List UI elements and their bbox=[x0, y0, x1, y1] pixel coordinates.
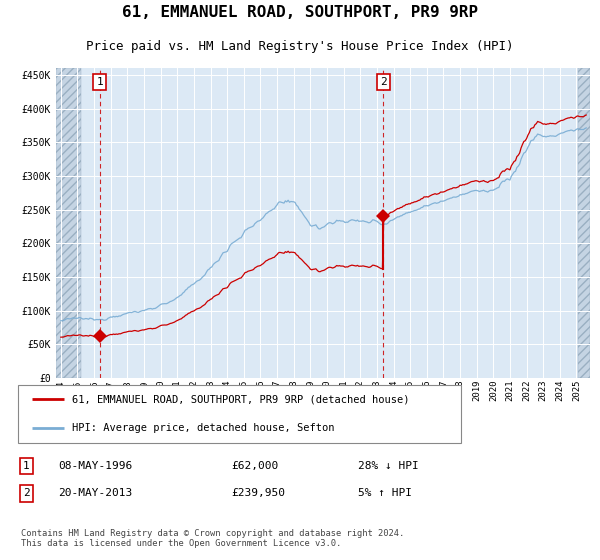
Text: Contains HM Land Registry data © Crown copyright and database right 2024.
This d: Contains HM Land Registry data © Crown c… bbox=[20, 529, 404, 548]
Text: 28% ↓ HPI: 28% ↓ HPI bbox=[358, 461, 418, 471]
FancyBboxPatch shape bbox=[18, 385, 461, 443]
Text: Price paid vs. HM Land Registry's House Price Index (HPI): Price paid vs. HM Land Registry's House … bbox=[86, 40, 514, 53]
Text: 5% ↑ HPI: 5% ↑ HPI bbox=[358, 488, 412, 498]
Text: 1: 1 bbox=[97, 77, 103, 87]
Text: 2: 2 bbox=[380, 77, 386, 87]
Text: 61, EMMANUEL ROAD, SOUTHPORT, PR9 9RP: 61, EMMANUEL ROAD, SOUTHPORT, PR9 9RP bbox=[122, 6, 478, 21]
Bar bbox=[56, 68, 81, 378]
Text: £239,950: £239,950 bbox=[231, 488, 285, 498]
Bar bbox=[56, 68, 81, 378]
Bar bbox=[578, 68, 590, 378]
Text: 20-MAY-2013: 20-MAY-2013 bbox=[58, 488, 133, 498]
Text: 2: 2 bbox=[23, 488, 30, 498]
Text: 1: 1 bbox=[23, 461, 30, 471]
Text: 08-MAY-1996: 08-MAY-1996 bbox=[58, 461, 133, 471]
Text: £62,000: £62,000 bbox=[231, 461, 278, 471]
Text: HPI: Average price, detached house, Sefton: HPI: Average price, detached house, Seft… bbox=[73, 423, 335, 433]
Text: 61, EMMANUEL ROAD, SOUTHPORT, PR9 9RP (detached house): 61, EMMANUEL ROAD, SOUTHPORT, PR9 9RP (d… bbox=[73, 394, 410, 404]
Bar bbox=[578, 68, 590, 378]
